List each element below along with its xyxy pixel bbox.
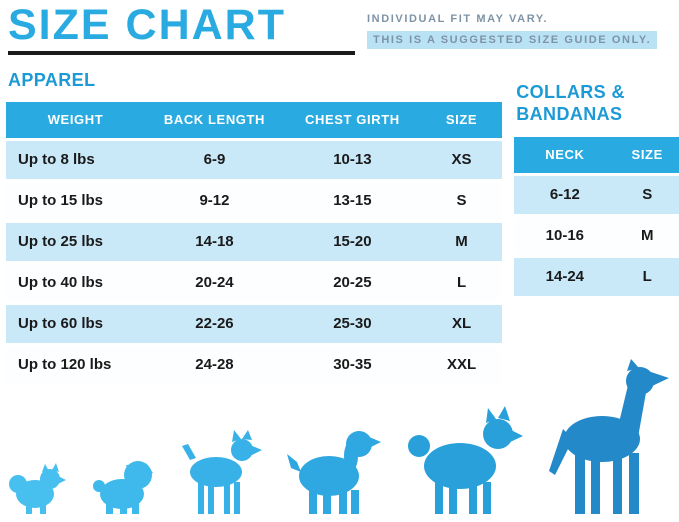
content-area: APPAREL WEIGHT BACK LENGTH CHEST GIRTH S… [0,55,679,387]
apparel-cell-weight: Up to 8 lbs [6,140,145,179]
apparel-cell-size: XS [420,140,503,179]
collars-header-row: NECK SIZE [514,136,679,173]
page-title: SIZE CHART [8,1,286,49]
apparel-cell-chest-girth: 25-30 [283,304,421,343]
collars-cell-neck: 14-24 [514,257,616,296]
collars-cell-size: M [615,216,679,255]
apparel-cell-size: M [420,222,503,261]
apparel-cell-chest-girth: 20-25 [283,263,421,302]
apparel-cell-weight: Up to 60 lbs [6,304,145,343]
collars-heading-line-1: COLLARS & [516,81,625,102]
collars-section: COLLARS & BANDANAS NECK SIZE 6-12 S [514,55,679,299]
collars-cell-neck: 6-12 [514,175,616,214]
apparel-cell-size: S [420,181,503,220]
apparel-col-header-chest-girth: CHEST GIRTH [283,101,421,138]
pug-silhouette-svg [92,461,153,514]
disclaimer-line-1: INDIVIDUAL FIT MAY VARY. [367,13,549,25]
table-row: 6-12 S [514,175,679,214]
collars-cell-size: L [615,257,679,296]
fit-disclaimer: INDIVIDUAL FIT MAY VARY. THIS IS A SUGGE… [367,11,658,49]
pomeranian-silhouette-svg [9,463,66,514]
pug-silhouette [92,461,153,514]
apparel-cell-back-length: 14-18 [144,222,284,261]
apparel-cell-weight: Up to 15 lbs [6,181,145,220]
apparel-cell-chest-girth: 10-13 [283,140,421,179]
apparel-cell-weight: Up to 25 lbs [6,222,145,261]
apparel-cell-chest-girth: 15-20 [283,222,421,261]
table-row: 14-24 L [514,257,679,296]
table-row: 10-16 M [514,216,679,255]
collars-heading: COLLARS & BANDANAS [516,81,679,126]
husky-silhouette-svg [408,406,524,514]
apparel-cell-weight: Up to 120 lbs [6,345,145,384]
collars-size-table: NECK SIZE 6-12 S 10-16 M 14-24 L [514,134,679,299]
apparel-cell-size: XXL [420,345,503,384]
apparel-heading: APPAREL [8,69,96,90]
apparel-col-header-weight: WEIGHT [6,101,145,138]
table-row: Up to 25 lbs 14-18 15-20 M [6,222,503,261]
collars-cell-size: S [615,175,679,214]
spaniel-silhouette [287,431,382,514]
page-header: SIZE CHART INDIVIDUAL FIT MAY VARY. THIS… [0,0,679,55]
apparel-cell-back-length: 24-28 [144,345,284,384]
table-row: Up to 8 lbs 6-9 10-13 XS [6,140,503,179]
apparel-cell-back-length: 9-12 [144,181,284,220]
apparel-cell-size: L [420,263,503,302]
collars-cell-neck: 10-16 [514,216,616,255]
collars-col-header-neck: NECK [514,136,616,173]
spaniel-silhouette-svg [287,431,382,514]
table-row: Up to 60 lbs 22-26 25-30 XL [6,304,503,343]
apparel-col-header-size: SIZE [420,101,503,138]
table-row: Up to 120 lbs 24-28 30-35 XXL [6,345,503,384]
title-underline [8,50,355,55]
collars-col-header-size: SIZE [615,136,679,173]
apparel-cell-back-length: 22-26 [144,304,284,343]
husky-silhouette [408,406,524,514]
apparel-cell-chest-girth: 30-35 [283,345,421,384]
apparel-cell-back-length: 20-24 [144,263,284,302]
table-row: Up to 40 lbs 20-24 20-25 L [6,263,503,302]
great-dane-silhouette-svg [548,359,669,514]
apparel-section: APPAREL WEIGHT BACK LENGTH CHEST GIRTH S… [6,55,503,387]
collars-heading-line-2: BANDANAS [516,104,623,125]
apparel-cell-size: XL [420,304,503,343]
apparel-col-header-back-length: BACK LENGTH [144,101,284,138]
terrier-silhouette [181,430,262,514]
terrier-silhouette-svg [181,430,262,514]
apparel-size-table: WEIGHT BACK LENGTH CHEST GIRTH SIZE Up t… [6,99,503,387]
dog-size-silhouettes [8,359,675,514]
disclaimer-line-2: THIS IS A SUGGESTED SIZE GUIDE ONLY. [367,31,658,49]
pomeranian-silhouette [9,463,66,514]
apparel-cell-back-length: 6-9 [144,140,284,179]
title-block: SIZE CHART [8,1,355,55]
table-row: Up to 15 lbs 9-12 13-15 S [6,181,503,220]
apparel-header-row: WEIGHT BACK LENGTH CHEST GIRTH SIZE [6,101,503,138]
apparel-cell-chest-girth: 13-15 [283,181,421,220]
apparel-cell-weight: Up to 40 lbs [6,263,145,302]
great-dane-silhouette [548,359,669,514]
